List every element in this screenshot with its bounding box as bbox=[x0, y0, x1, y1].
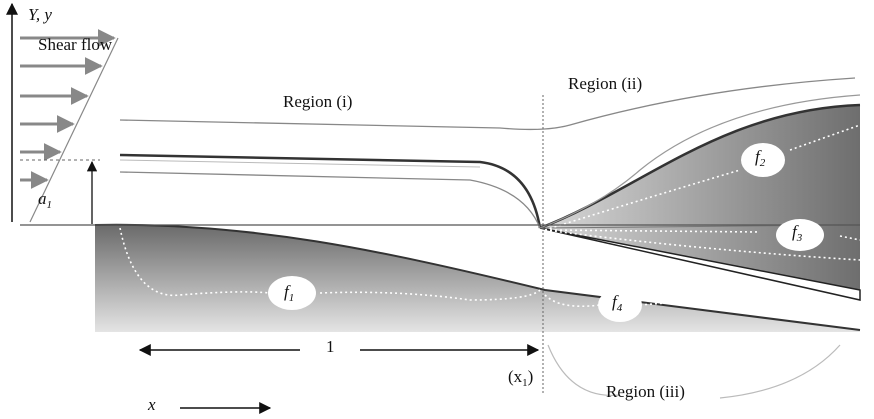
streamline bbox=[120, 78, 855, 129]
shapes bbox=[12, 4, 860, 408]
open: (x bbox=[508, 367, 523, 386]
page: {"axis_label": "Y, y", "shear_flow": "Sh… bbox=[0, 0, 874, 419]
region-label: Region (ii) bbox=[568, 74, 642, 93]
position-label: (x1) bbox=[508, 367, 533, 389]
x-label: x bbox=[147, 395, 156, 414]
base: a bbox=[38, 189, 47, 208]
diagram: Y, y Shear flow Region (i) Region (ii) R… bbox=[0, 0, 874, 419]
subscript: 4 bbox=[617, 302, 623, 314]
subscript: 3 bbox=[796, 232, 803, 244]
streamline bbox=[120, 155, 540, 228]
subscript: 1 bbox=[47, 199, 53, 211]
subscript: 2 bbox=[760, 157, 766, 169]
streamline bbox=[120, 172, 540, 228]
height-label: a1 bbox=[38, 189, 52, 211]
axis-label: Y, y bbox=[28, 5, 52, 24]
subscript: 1 bbox=[289, 292, 295, 304]
region-label: Region (iii) bbox=[606, 382, 685, 401]
shear-arrows bbox=[20, 38, 114, 180]
region-label: Region (i) bbox=[283, 92, 352, 111]
region-iii-curve bbox=[548, 345, 840, 398]
length-label: 1 bbox=[326, 337, 335, 356]
close: ) bbox=[528, 367, 534, 386]
shear-flow-label: Shear flow bbox=[38, 35, 113, 54]
